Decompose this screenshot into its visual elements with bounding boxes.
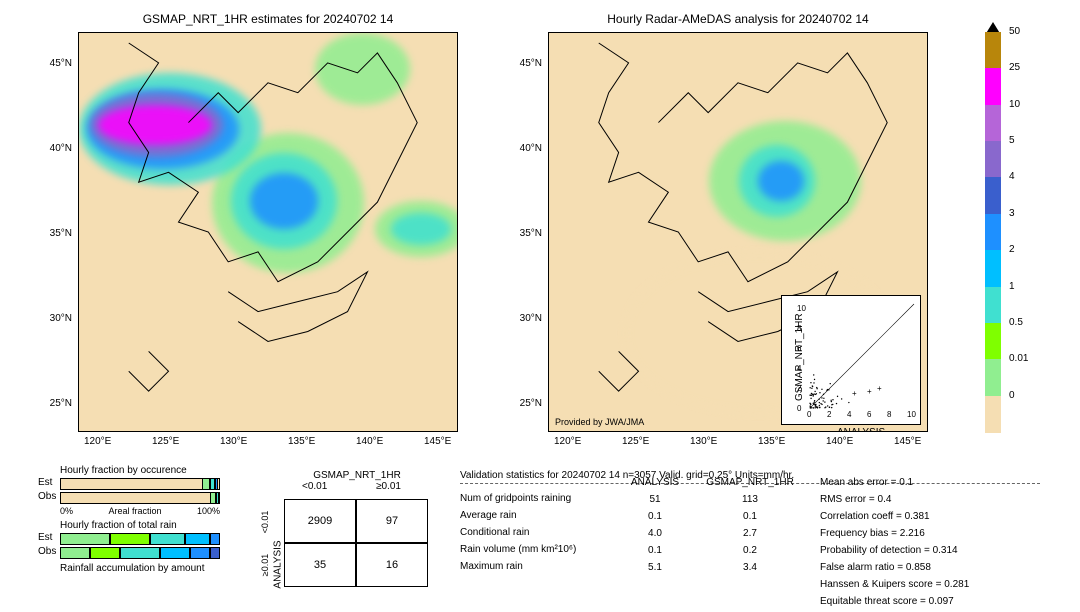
map2-title: Hourly Radar-AMeDAS analysis for 2024070…	[548, 12, 928, 26]
contingency-table: GSMAP_NRT_1HR <0.01 ≥0.01 ANALYSIS 2909 …	[260, 470, 430, 499]
scatter-xlabel: ANALYSIS	[837, 427, 885, 432]
svg-text:+: +	[877, 384, 882, 393]
frac-rain-title: Hourly fraction of total rain	[60, 520, 240, 531]
map1	[78, 32, 458, 432]
svg-text:+: +	[852, 389, 857, 398]
map2: Provided by JWA/JMA +++ GSMAP_NRT_1HR AN…	[548, 32, 928, 432]
map1-title: GSMAP_NRT_1HR estimates for 20240702 14	[78, 12, 458, 26]
attribution: Provided by JWA/JMA	[555, 417, 644, 427]
frac-occ-title: Hourly fraction by occurence	[60, 465, 240, 476]
stats-block: Validation statistics for 20240702 14 n=…	[460, 470, 1060, 484]
scatter-inset: +++ GSMAP_NRT_1HR ANALYSIS 0246810 02468…	[781, 295, 921, 425]
coastline1	[79, 33, 457, 431]
fraction-panel: Hourly fraction by occurence Est Obs 0% …	[60, 465, 240, 574]
frac-acc-title: Rainfall accumulation by amount	[60, 563, 240, 574]
svg-text:+: +	[867, 387, 872, 396]
